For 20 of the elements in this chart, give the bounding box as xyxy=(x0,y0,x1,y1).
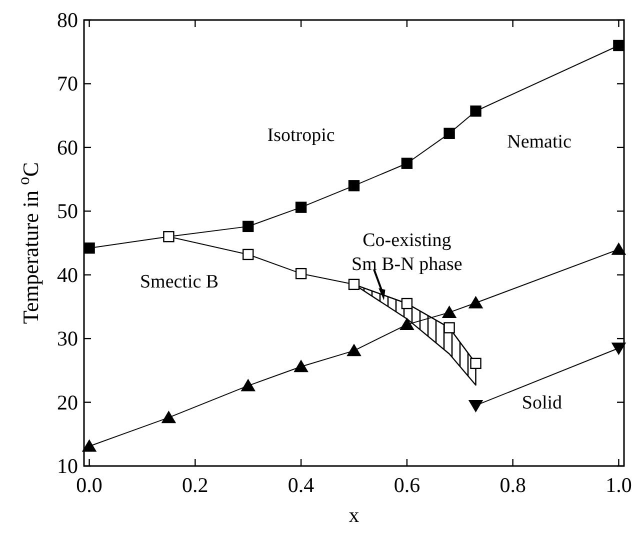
y-tick-label: 80 xyxy=(57,8,78,32)
annotation: Nematic xyxy=(507,131,572,152)
y-tick-label: 50 xyxy=(57,199,78,224)
x-axis-title: x xyxy=(348,503,360,527)
annotation: Isotropic xyxy=(267,125,335,146)
y-tick-label: 30 xyxy=(57,326,78,351)
y-tick-label: 40 xyxy=(57,262,78,287)
y-tick-label: 60 xyxy=(57,135,78,160)
x-tick-label: 0.2 xyxy=(182,473,208,497)
x-tick-label: 0.0 xyxy=(76,473,102,497)
x-tick-label: 0.6 xyxy=(394,473,420,497)
annotation: Solid xyxy=(522,392,563,414)
y-tick-label: 10 xyxy=(57,454,78,478)
y-tick-label: 20 xyxy=(57,390,78,414)
y-tick-label: 70 xyxy=(57,72,78,96)
x-tick-label: 0.4 xyxy=(288,473,315,497)
annotation: Smectic B xyxy=(140,272,219,293)
annotation: Co-existing Sm B-N phase xyxy=(352,230,462,276)
x-tick-label: 1.0 xyxy=(606,473,632,497)
x-tick-label: 0.8 xyxy=(500,473,526,497)
